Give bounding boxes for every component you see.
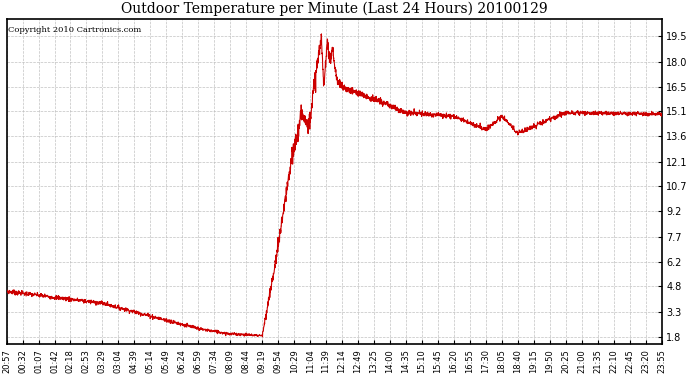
- Title: Outdoor Temperature per Minute (Last 24 Hours) 20100129: Outdoor Temperature per Minute (Last 24 …: [121, 2, 547, 16]
- Text: Copyright 2010 Cartronics.com: Copyright 2010 Cartronics.com: [8, 26, 141, 33]
